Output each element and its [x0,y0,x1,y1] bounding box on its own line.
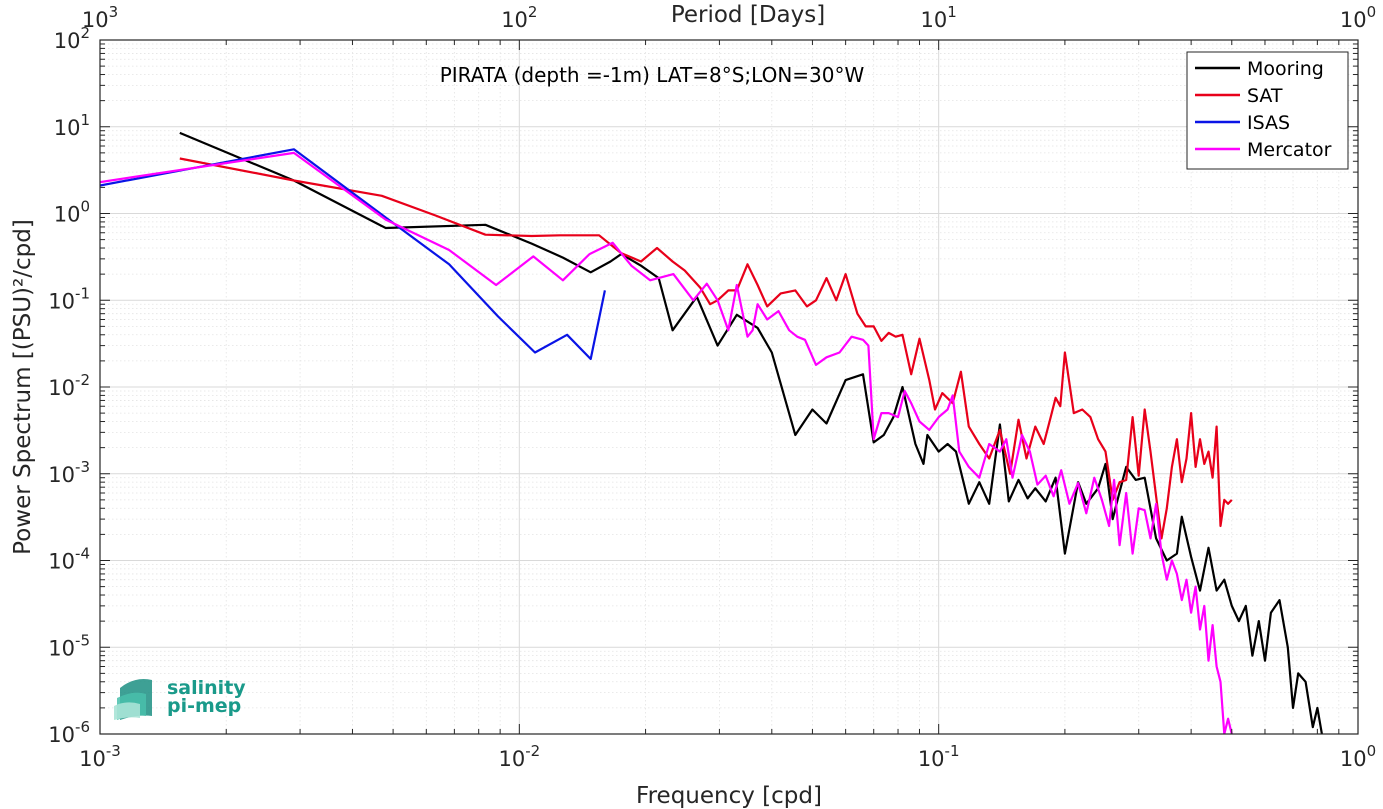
y-tick-label: 10-5 [48,631,90,660]
y-tick-label: 101 [54,111,90,140]
series-line-sat [179,157,1233,540]
series-line-mercator [100,151,1233,734]
logo-text-pi-mep: pi-mep [167,695,241,717]
y-axis-title: Power Spectrum [(PSU)²/cpd] [10,219,36,555]
legend-label-mercator: Mercator [1247,139,1332,161]
top-x-tick-label: 103 [82,3,118,32]
axis-ticks [99,40,1358,735]
x-tick-label: 100 [1340,742,1376,771]
logo-text-salinity: salinity [167,677,246,699]
y-tick-label: 100 [54,198,90,227]
series-line-isas [100,148,606,361]
y-tick-label: 10-4 [48,545,90,574]
top-x-axis-title: Period [Days] [671,2,825,28]
x-tick-label: 10-3 [79,742,121,771]
y-tick-label: 102 [54,24,90,53]
legend-label-isas: ISAS [1247,112,1290,134]
legend-label-sat: SAT [1247,85,1283,107]
series-line-mooring [179,131,1323,734]
top-x-tick-label: 102 [501,3,537,32]
chart-annotation: PIRATA (depth =-1m) LAT=8°S;LON=30°W [440,63,865,87]
x-axis-title: Frequency [cpd] [636,783,822,809]
y-tick-label: 10-2 [48,371,90,400]
legend-label-mooring: Mooring [1247,58,1324,80]
top-x-tick-label: 100 [1340,3,1376,32]
x-tick-label: 10-2 [498,742,540,771]
top-x-tick-label: 101 [921,3,957,32]
y-tick-label: 10-6 [48,718,90,747]
grid-minor [100,40,1358,734]
legend: Mooring SAT ISAS Mercator [1186,51,1349,170]
salinity-pi-mep-logo: salinity pi-mep [114,677,246,720]
y-tick-label: 10-3 [48,458,90,487]
y-tick-label: 10-1 [48,284,90,313]
series-layer [100,131,1323,734]
x-tick-label: 10-1 [918,742,960,771]
logo-wave-icon-3 [114,702,140,720]
